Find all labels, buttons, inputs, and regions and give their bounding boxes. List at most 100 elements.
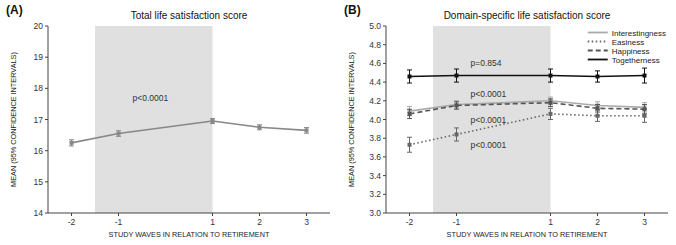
x-tick-label: 2	[257, 217, 262, 227]
x-tick	[597, 213, 598, 216]
x-tick	[71, 213, 72, 216]
x-axis-line	[386, 213, 668, 214]
x-tick-label: -2	[68, 217, 76, 227]
y-tick	[383, 63, 386, 64]
y-tick-label: 3.2	[369, 189, 381, 199]
y-tick	[45, 88, 48, 89]
y-tick	[383, 100, 386, 101]
annotation: p<0.0001	[133, 93, 169, 103]
error-bar	[595, 71, 600, 82]
y-tick	[383, 138, 386, 139]
title: Total life satisfaction score	[131, 10, 248, 21]
annotation: p<0.0001	[471, 115, 507, 125]
marker	[596, 114, 600, 118]
x-tick-label: 1	[210, 217, 215, 227]
series-line	[410, 103, 645, 114]
y-tick-label: 3.8	[369, 133, 381, 143]
marker	[643, 107, 647, 111]
error-bar	[454, 102, 459, 109]
x-axis-line	[48, 213, 330, 214]
y-tick	[383, 119, 386, 120]
y-tick	[383, 82, 386, 83]
x-tick	[118, 213, 119, 216]
y-tick	[383, 156, 386, 157]
y-tick-label: 4.2	[369, 96, 381, 106]
marker	[408, 74, 412, 78]
error-bar	[407, 109, 412, 118]
marker	[596, 106, 600, 110]
marker	[455, 103, 459, 107]
legend-label: Easiness	[612, 38, 644, 47]
series-line	[410, 101, 645, 111]
y-tick	[383, 26, 386, 27]
marker	[408, 143, 412, 147]
annotation: p<0.0001	[471, 140, 507, 150]
y-axis-label: MEAN (95% CONFIDENCE INTERVALS)	[347, 52, 356, 187]
y-tick	[383, 194, 386, 195]
error-bar	[548, 69, 553, 82]
x-tick-label: -1	[115, 217, 123, 227]
x-tick	[456, 213, 457, 216]
error-bar	[642, 105, 647, 114]
y-tick	[383, 44, 386, 45]
y-tick-label: 16	[34, 146, 44, 156]
error-bar	[548, 108, 553, 119]
marker	[455, 74, 459, 78]
marker	[596, 74, 600, 78]
x-tick-label: 3	[642, 217, 647, 227]
legend-swatch	[588, 41, 608, 43]
x-tick-label: 3	[304, 217, 309, 227]
annotation: p<0.0001	[471, 89, 507, 99]
y-tick-label: 3.4	[369, 171, 381, 181]
marker	[549, 101, 553, 105]
error-bar	[595, 105, 600, 112]
legend: InterestingnessEasinessHappinessTogether…	[588, 29, 666, 65]
error-bar	[116, 131, 121, 137]
y-tick	[45, 181, 48, 182]
legend-label: Togetherness	[612, 56, 660, 65]
legend-swatch	[588, 32, 608, 34]
series-line	[410, 75, 645, 78]
y-tick-label: 3.0	[369, 208, 381, 218]
y-tick	[45, 57, 48, 58]
x-tick	[212, 213, 213, 216]
marker	[305, 128, 309, 132]
marker	[549, 112, 553, 116]
panel: 14151617181920-2-1123STUDY WAVES IN RELA…	[6, 3, 330, 239]
shaded-band	[95, 26, 213, 213]
y-tick-label: 5.0	[369, 21, 381, 31]
series	[407, 99, 647, 119]
x-tick-label: 2	[595, 217, 600, 227]
series	[407, 68, 647, 83]
marker	[408, 112, 412, 116]
series	[69, 119, 309, 146]
marker	[258, 125, 262, 129]
y-tick-label: 15	[34, 177, 44, 187]
shaded-band	[433, 26, 551, 213]
y-tick-label: 4.8	[369, 40, 381, 50]
legend-swatch	[588, 59, 608, 61]
y-tick	[45, 26, 48, 27]
error-bar	[69, 140, 74, 146]
series-line	[410, 114, 645, 145]
y-tick-label: 3.6	[369, 152, 381, 162]
y-tick-label: 4.4	[369, 77, 381, 87]
series-line	[72, 121, 307, 143]
error-bar	[548, 97, 553, 104]
y-tick	[45, 150, 48, 151]
y-tick-label: 17	[34, 115, 44, 125]
error-bar	[454, 128, 459, 141]
y-tick	[383, 213, 386, 214]
y-tick-label: 18	[34, 83, 44, 93]
panel: 3.03.23.43.63.84.04.24.44.64.85.0-2-1123…	[344, 3, 668, 239]
figure: 14151617181920-2-1123STUDY WAVES IN RELA…	[0, 0, 676, 245]
y-tick	[45, 119, 48, 120]
plot-area	[69, 26, 309, 213]
x-tick	[550, 213, 551, 216]
y-tick-label: 20	[34, 21, 44, 31]
panel-label: (B)	[344, 3, 361, 17]
x-axis-label: STUDY WAVES IN RELATION TO RETIREMENT	[109, 230, 270, 239]
legend-swatch	[588, 50, 608, 52]
x-tick-label: -2	[406, 217, 414, 227]
error-bar	[454, 69, 459, 82]
